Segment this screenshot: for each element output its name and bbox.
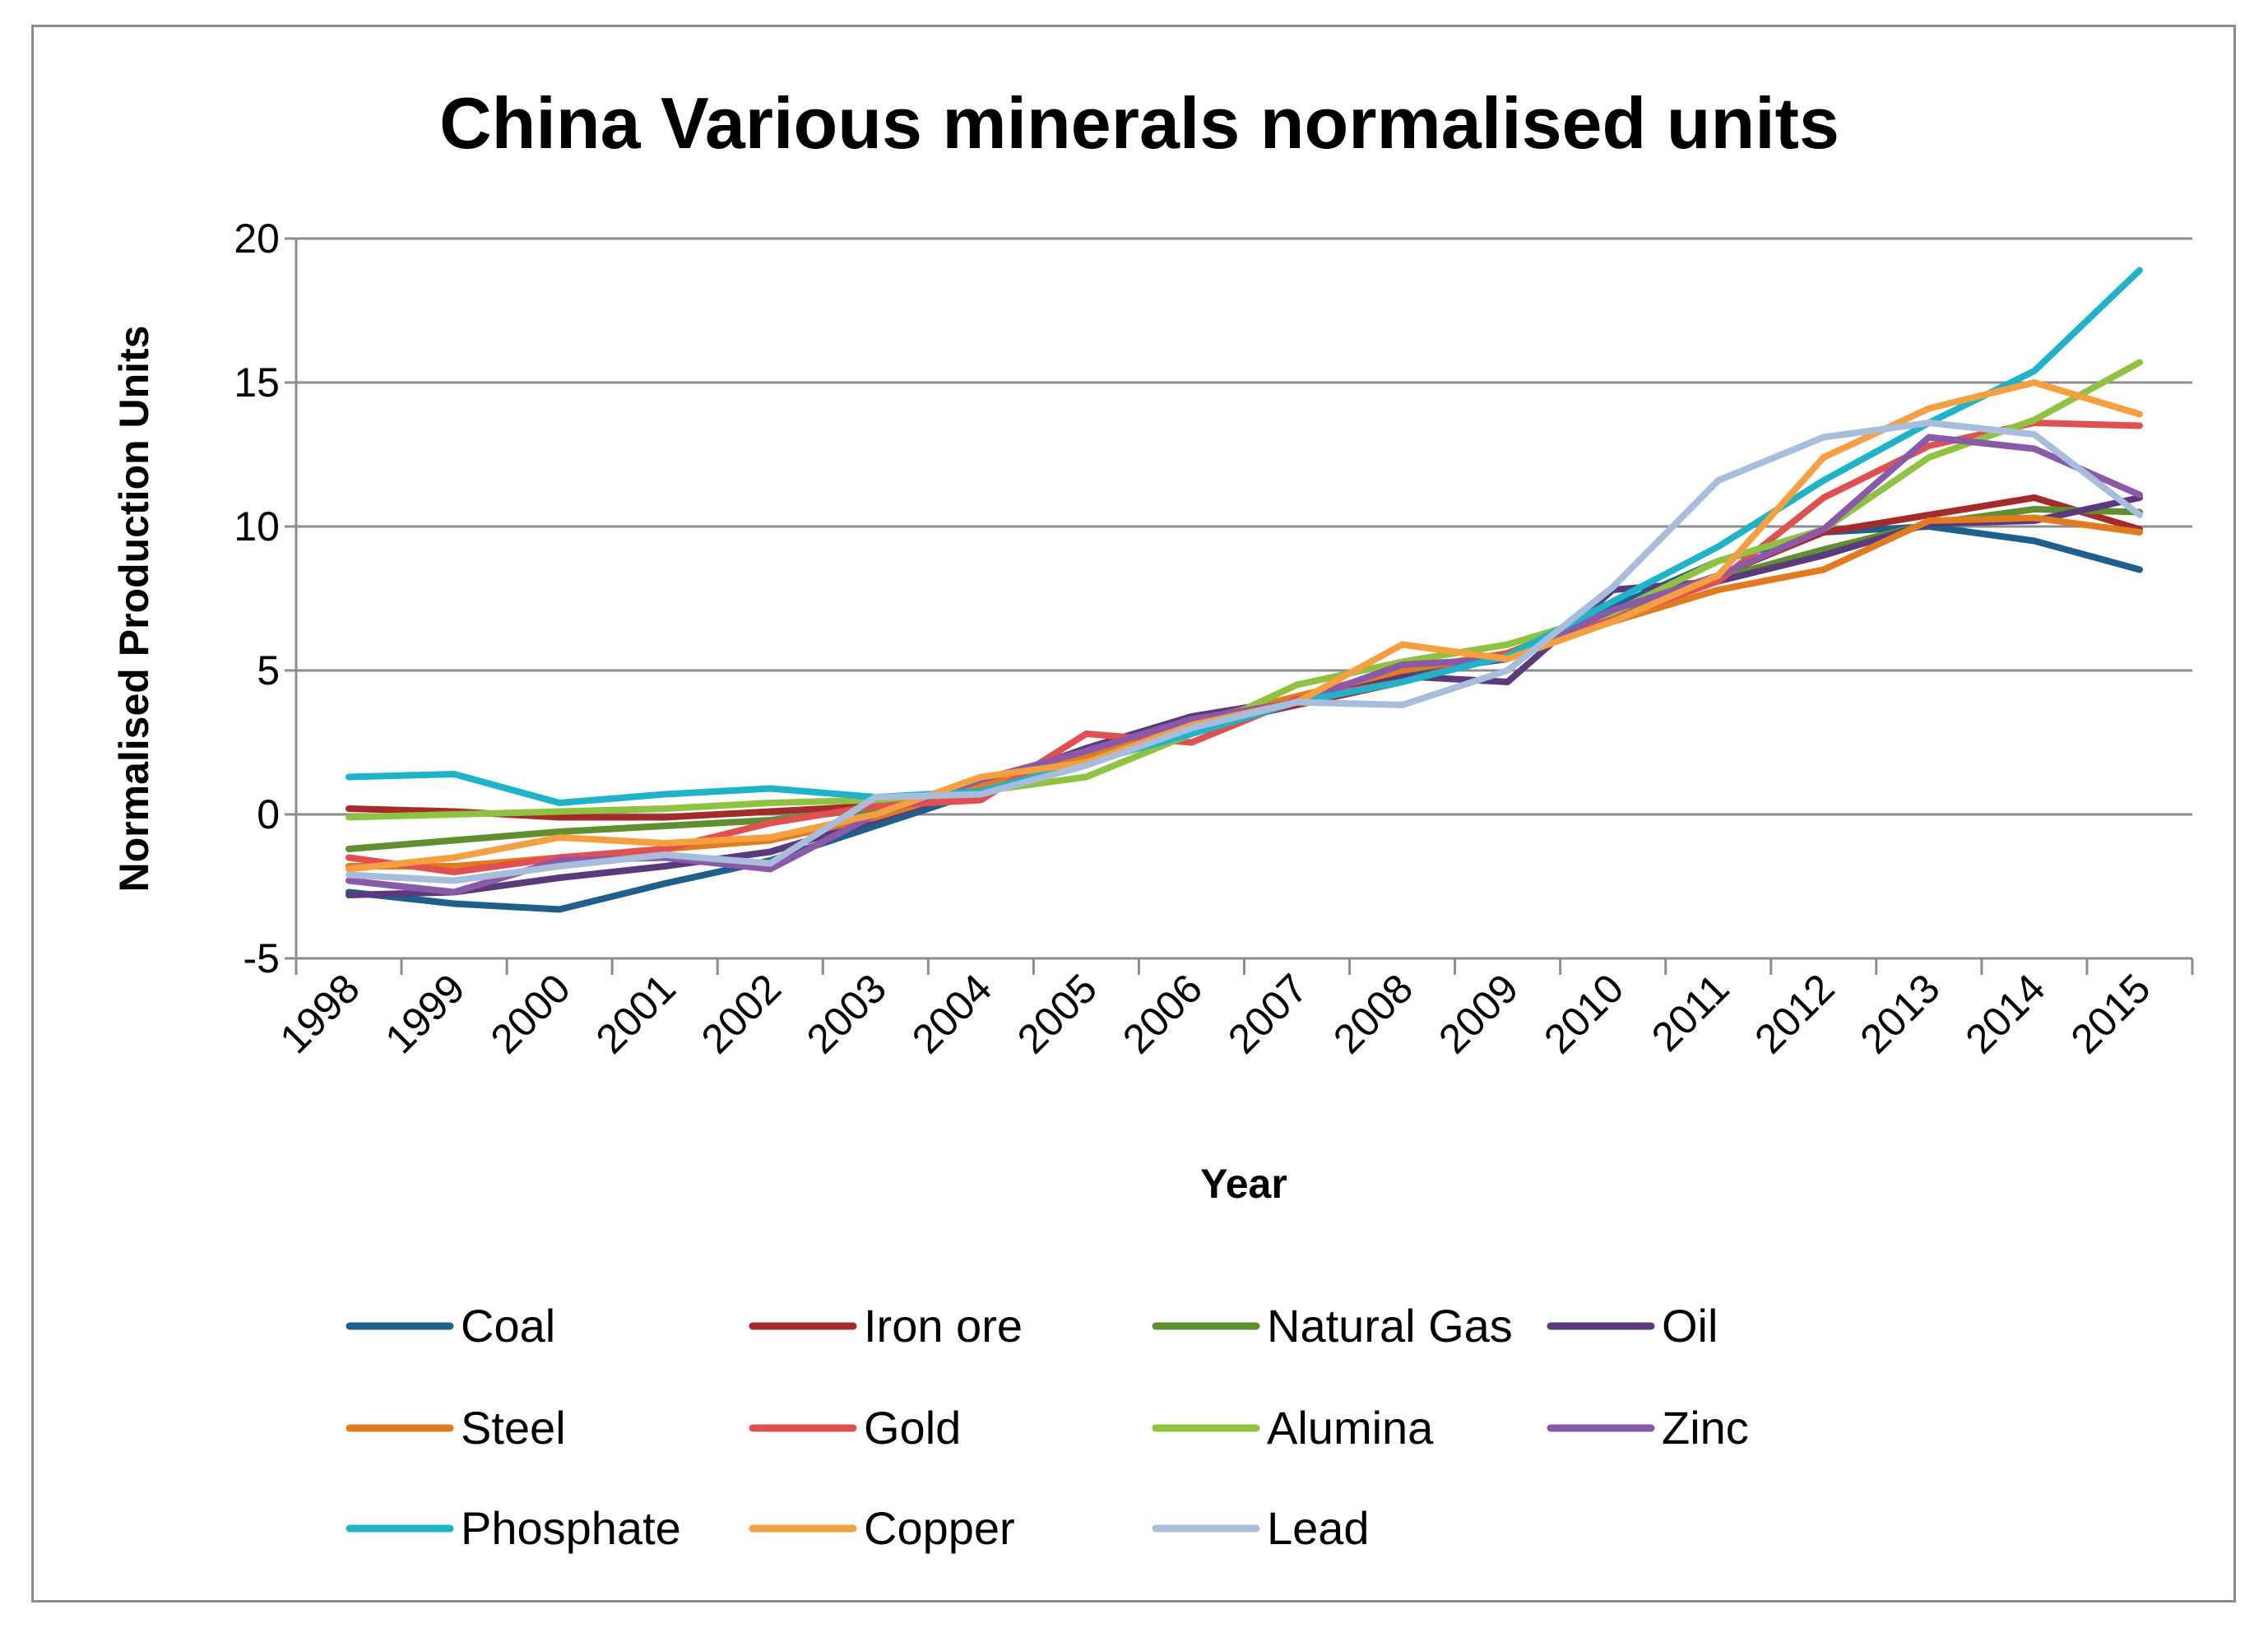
x-tick-label: 2009 bbox=[1430, 965, 1527, 1062]
x-tick-label: 2015 bbox=[2062, 965, 2159, 1062]
legend-label: Natural Gas bbox=[1267, 1300, 1513, 1352]
x-tick-label: 2004 bbox=[903, 965, 1000, 1062]
series-line-oil bbox=[346, 494, 2143, 898]
x-tick-label: 2000 bbox=[482, 965, 579, 1062]
y-tick-label: 20 bbox=[234, 216, 280, 262]
legend-item: Phosphate bbox=[346, 1502, 681, 1554]
x-tick-label: 2001 bbox=[587, 965, 684, 1062]
x-tick-label: 2012 bbox=[1746, 965, 1843, 1062]
y-tick-label: 10 bbox=[234, 503, 280, 550]
x-tick-label: 2010 bbox=[1535, 965, 1632, 1062]
x-tick-label: 2011 bbox=[1643, 965, 1738, 1060]
chart-title: China Various minerals normalised units bbox=[439, 82, 1839, 164]
legend-item: Natural Gas bbox=[1152, 1300, 1513, 1352]
x-tick-labels: 1998 1999 2000 2001 2002 2003 2004 2005 2006 2007… bbox=[271, 965, 2159, 1062]
x-tick-label: 1998 bbox=[271, 965, 369, 1062]
legend-item: Alumina bbox=[1152, 1402, 1434, 1454]
y-tick-label: -5 bbox=[243, 935, 280, 981]
legend-item: Copper bbox=[749, 1502, 1015, 1554]
legend-item: Coal bbox=[346, 1300, 555, 1352]
legend-label: Zinc bbox=[1662, 1402, 1749, 1454]
legend-label: Coal bbox=[461, 1300, 555, 1352]
x-axis-title: Year bbox=[1200, 1161, 1287, 1207]
x-tick-label: 2013 bbox=[1851, 965, 1948, 1062]
legend-item: Zinc bbox=[1547, 1402, 1749, 1454]
y-tick-label: 15 bbox=[234, 359, 280, 406]
legend-label: Iron ore bbox=[864, 1300, 1023, 1352]
axes bbox=[285, 237, 2194, 975]
legend-label: Steel bbox=[461, 1402, 566, 1454]
y-axis-title: Normalised Production Units bbox=[111, 326, 157, 893]
legend-label: Lead bbox=[1267, 1502, 1370, 1554]
legend-label: Gold bbox=[864, 1402, 961, 1454]
legend-label: Alumina bbox=[1267, 1402, 1434, 1454]
legend-label: Phosphate bbox=[461, 1502, 681, 1554]
x-tick-label: 2002 bbox=[693, 965, 790, 1062]
y-tick-labels: -5 0 5 10 15 20 bbox=[234, 216, 280, 981]
x-tick-label: 1999 bbox=[377, 965, 474, 1062]
gridlines bbox=[296, 237, 2192, 960]
series-lines bbox=[346, 267, 2143, 913]
x-tick-label: 2005 bbox=[1009, 965, 1106, 1062]
x-tick-label: 2007 bbox=[1219, 965, 1316, 1062]
legend-label: Oil bbox=[1662, 1300, 1718, 1352]
x-tick-label: 2003 bbox=[798, 965, 895, 1062]
legend: Coal Iron ore Natural Gas Oil Steel Gold Alumi… bbox=[346, 1300, 1749, 1554]
legend-item: Lead bbox=[1152, 1502, 1370, 1554]
series-line-lead bbox=[346, 420, 2143, 884]
legend-item: Oil bbox=[1547, 1300, 1718, 1352]
x-tick-label: 2006 bbox=[1114, 965, 1211, 1062]
legend-item: Steel bbox=[346, 1402, 566, 1454]
legend-item: Iron ore bbox=[749, 1300, 1023, 1352]
legend-label: Copper bbox=[864, 1502, 1015, 1554]
y-tick-label: 5 bbox=[257, 647, 280, 693]
y-tick-label: 0 bbox=[257, 791, 280, 837]
x-tick-label: 2014 bbox=[1956, 965, 2053, 1062]
x-tick-label: 2008 bbox=[1324, 965, 1422, 1062]
series-line-zinc bbox=[346, 434, 2143, 896]
legend-item: Gold bbox=[749, 1402, 961, 1454]
